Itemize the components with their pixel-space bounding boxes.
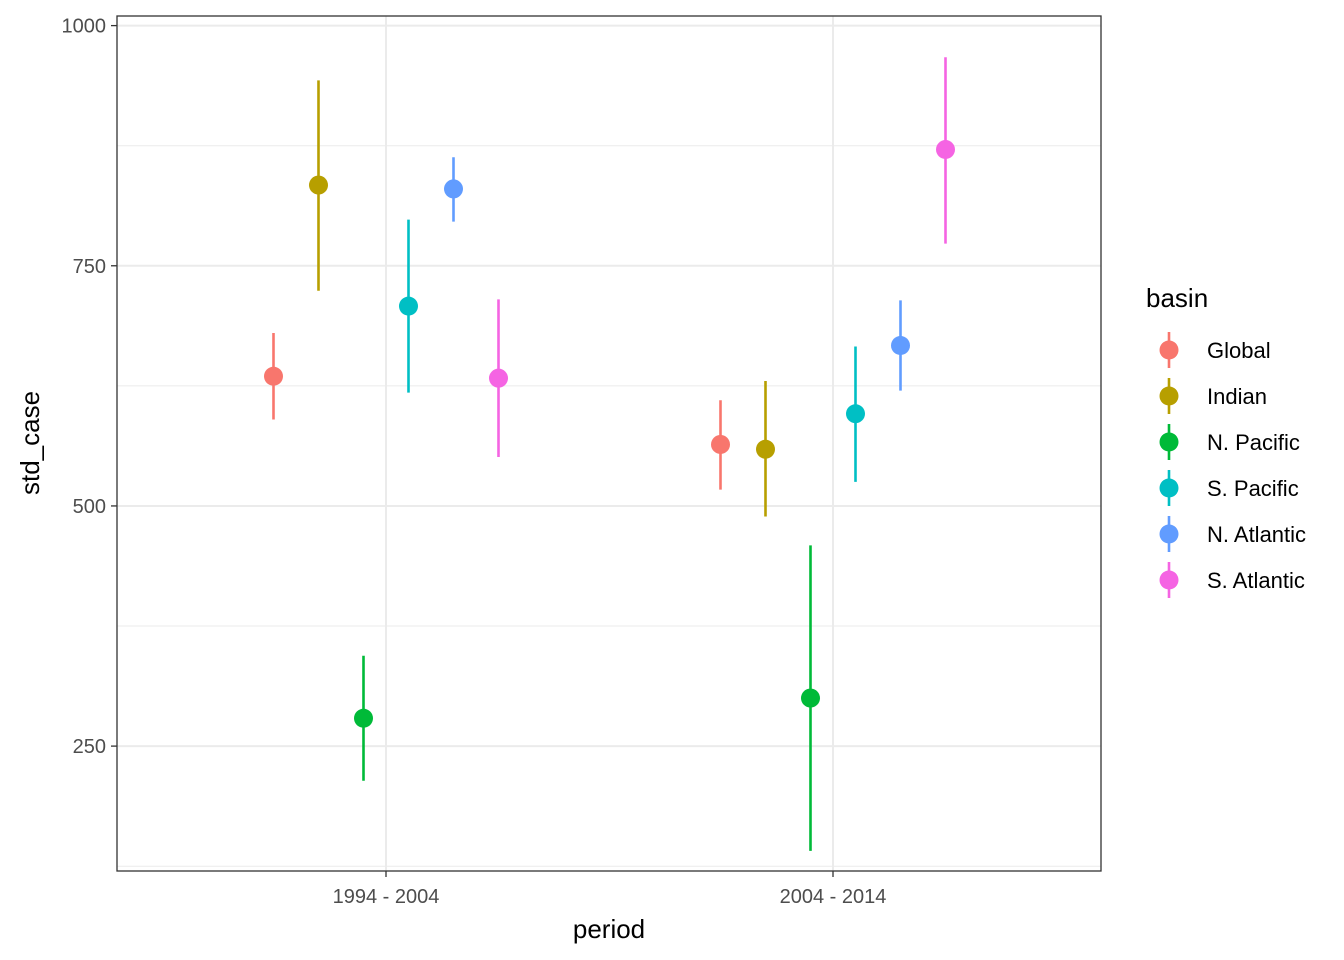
data-marks: [264, 57, 955, 851]
point-range-global: [711, 400, 730, 490]
point-range-indian: [756, 381, 775, 517]
legend-label: Indian: [1207, 384, 1267, 409]
legend-item: Global: [1159, 332, 1271, 368]
data-point: [444, 179, 463, 199]
data-point: [309, 175, 328, 195]
point-range-global: [264, 333, 283, 420]
data-point: [354, 708, 373, 728]
legend-key-point: [1159, 386, 1179, 406]
legend-item: N. Atlantic: [1159, 516, 1306, 552]
legend-item: Indian: [1159, 378, 1267, 414]
data-point: [936, 140, 955, 160]
data-point: [264, 366, 283, 386]
legend-title: basin: [1146, 283, 1208, 313]
legend-label: S. Atlantic: [1207, 568, 1305, 593]
point-range-indian: [309, 80, 328, 291]
y-tick-label: 1000: [62, 16, 107, 38]
point-range-n-atlantic: [891, 300, 910, 391]
point-range-n-atlantic: [444, 157, 463, 222]
legend: basin Global Indian N. Pacific S. Pacific N.…: [1146, 283, 1306, 598]
legend-key-point: [1159, 340, 1179, 360]
legend-item: N. Pacific: [1159, 424, 1300, 460]
data-point: [489, 368, 508, 388]
legend-key-point: [1159, 570, 1179, 590]
y-tick-label: 250: [73, 736, 106, 758]
panel-border: [116, 15, 1102, 872]
legend-key-point: [1159, 524, 1179, 544]
x-axis: 1994 - 2004 2004 - 2014: [333, 871, 887, 908]
data-point: [711, 434, 730, 454]
point-range-n-pacific: [801, 545, 820, 851]
legend-label: N. Atlantic: [1207, 522, 1306, 547]
y-tick-label: 750: [73, 256, 106, 278]
y-axis-title: std_case: [15, 391, 45, 495]
x-tick-label: 2004 - 2014: [780, 886, 887, 908]
data-point: [756, 439, 775, 459]
data-point: [891, 336, 910, 356]
y-tick-label: 500: [73, 496, 106, 518]
point-range-n-pacific: [354, 655, 373, 781]
data-point: [846, 404, 865, 424]
x-axis-title: period: [573, 914, 645, 944]
panel-background: [117, 16, 1101, 871]
point-range-s-atlantic: [936, 57, 955, 244]
x-tick-label: 1994 - 2004: [333, 886, 440, 908]
legend-item: S. Pacific: [1159, 470, 1299, 506]
data-point: [399, 296, 418, 316]
legend-label: S. Pacific: [1207, 476, 1299, 501]
data-point: [801, 688, 820, 708]
legend-item: S. Atlantic: [1159, 562, 1305, 598]
legend-label: Global: [1207, 338, 1271, 363]
y-axis: 250 500 750 1000: [62, 16, 117, 758]
legend-key-point: [1159, 478, 1179, 498]
point-range-s-pacific: [846, 346, 865, 482]
point-range-s-atlantic: [489, 299, 508, 457]
grid-major: [117, 16, 1101, 871]
legend-label: N. Pacific: [1207, 430, 1300, 455]
legend-key-point: [1159, 432, 1179, 452]
point-range-s-pacific: [399, 219, 418, 393]
